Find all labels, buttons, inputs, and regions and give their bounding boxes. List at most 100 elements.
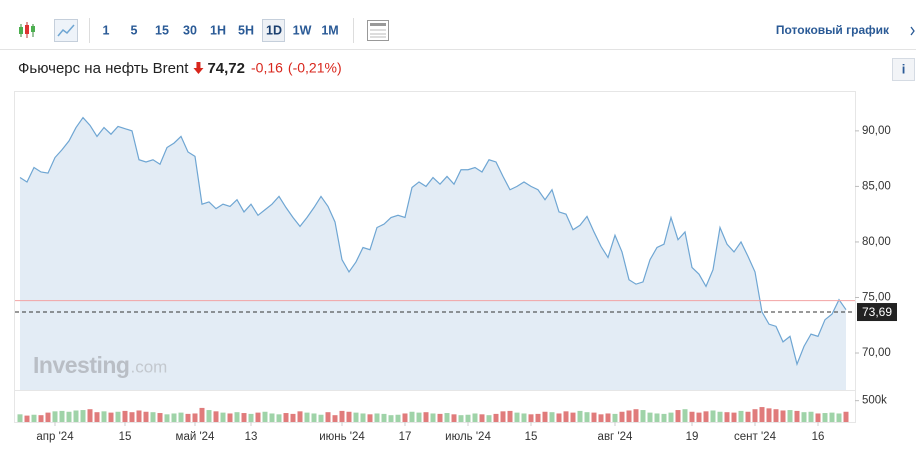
x-tick-label: 16	[812, 431, 825, 443]
volume-bar	[276, 414, 282, 422]
volume-bar	[241, 413, 247, 422]
volume-bar	[213, 411, 219, 422]
volume-bar	[178, 412, 184, 422]
volume-bar	[647, 412, 653, 422]
volume-bar	[255, 412, 261, 422]
volume-bar	[493, 413, 499, 422]
volume-bar	[773, 409, 779, 422]
volume-bar	[66, 411, 72, 422]
table-icon[interactable]	[367, 20, 389, 41]
stream-link[interactable]: Потоковый график	[776, 23, 890, 37]
volume-bar	[297, 411, 303, 422]
interval-button[interactable]: 5H	[238, 23, 254, 37]
volume-bar	[822, 413, 828, 422]
volume-bar	[143, 411, 149, 422]
interval-button[interactable]: 5	[131, 23, 138, 37]
volume-bar	[199, 407, 205, 422]
price-change-pct: (-0,21%)	[288, 60, 342, 76]
x-tick-label: 15	[119, 431, 132, 443]
crosshair-label-box	[857, 303, 897, 322]
volume-bar	[444, 413, 450, 422]
y-tick-label: 70,00	[862, 347, 891, 359]
volume-bar	[346, 411, 352, 422]
watermark-suffix: .com	[130, 357, 167, 376]
volume-bar	[318, 414, 324, 422]
interval-button[interactable]: 1H	[210, 23, 226, 37]
selected-interval-box	[262, 19, 285, 42]
volume-bar	[794, 410, 800, 422]
volume-bar	[605, 413, 611, 422]
volume-bar	[262, 411, 268, 422]
volume-bar	[353, 412, 359, 422]
watermark-brand: Investing	[33, 352, 129, 378]
volume-bar	[437, 413, 443, 422]
volume-bar	[717, 411, 723, 422]
volume-bar	[402, 413, 408, 422]
volume-bar	[458, 415, 464, 422]
volume-bar	[80, 410, 86, 422]
volume-bar	[164, 414, 170, 422]
volume-bar	[535, 413, 541, 422]
volume-bar	[766, 408, 772, 422]
volume-bar	[171, 413, 177, 422]
volume-bar	[304, 412, 310, 422]
info-button[interactable]	[892, 58, 915, 81]
volume-bar	[220, 412, 226, 422]
volume-bar	[640, 410, 646, 422]
interval-button[interactable]: 1D	[266, 23, 282, 37]
interval-button[interactable]: 1	[103, 23, 110, 37]
volume-bar	[675, 410, 681, 422]
volume-bar	[549, 412, 555, 422]
volume-bar	[808, 411, 814, 422]
y-tick-label: 85,00	[862, 180, 891, 192]
volume-bar	[500, 411, 506, 422]
volume-bar	[584, 412, 590, 422]
volume-bar	[836, 413, 842, 422]
volume-bar	[759, 407, 765, 422]
volume-bar	[654, 413, 660, 422]
volume-bar	[815, 413, 821, 422]
volume-bar	[598, 414, 604, 422]
interval-button[interactable]: 30	[183, 23, 197, 37]
info-icon[interactable]: i	[902, 61, 906, 76]
volume-bar	[234, 412, 240, 422]
volume-bar	[479, 414, 485, 422]
volume-bar	[388, 415, 394, 422]
volume-bar	[409, 411, 415, 422]
volume-bar	[115, 411, 121, 422]
volume-bar	[696, 412, 702, 422]
x-tick-label: апр '24	[36, 431, 74, 443]
down-arrow	[193, 62, 204, 74]
volume-bar	[661, 413, 667, 422]
y-tick-label: 90,00	[862, 125, 891, 137]
x-tick-label: июль '24	[445, 431, 491, 443]
volume-bar	[367, 414, 373, 422]
volume-bar	[710, 410, 716, 422]
volume-bar	[521, 413, 527, 422]
interval-button[interactable]: 15	[155, 23, 169, 37]
volume-bar	[542, 411, 548, 422]
volume-bar	[577, 410, 583, 422]
volume-bar	[94, 412, 100, 422]
volume-bar	[150, 412, 156, 422]
interval-button[interactable]: 1W	[293, 23, 312, 37]
interval-button[interactable]: 1M	[321, 23, 338, 37]
toolbar: Потоковый график	[19, 18, 915, 43]
watermark: Investing .com	[33, 352, 167, 378]
volume-bar	[507, 410, 513, 422]
volume-bar	[731, 412, 737, 422]
volume-bar	[556, 413, 562, 422]
volume-bar	[633, 409, 639, 422]
area-icon[interactable]	[54, 19, 78, 42]
volume-bar	[423, 412, 429, 422]
volume-bar	[59, 410, 65, 422]
volume-bar	[724, 412, 730, 422]
volume-bar	[486, 415, 492, 422]
volume-bar	[703, 411, 709, 422]
volume-bar	[52, 411, 58, 422]
x-tick-label: 17	[399, 431, 412, 443]
candle-icon[interactable]	[19, 22, 35, 38]
volume-bar	[395, 414, 401, 422]
volume-bar	[157, 413, 163, 422]
